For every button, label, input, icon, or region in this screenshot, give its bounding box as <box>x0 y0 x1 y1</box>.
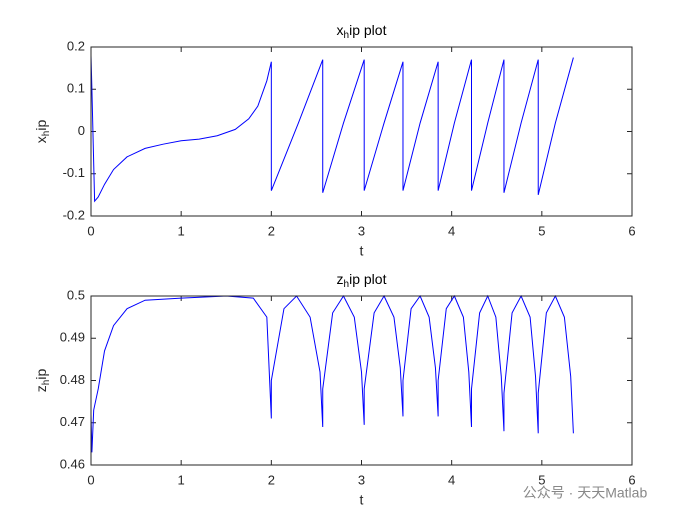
x-tick-label: 3 <box>358 472 365 487</box>
y-tick-label: 0.48 <box>60 372 85 387</box>
x-tick-label: 0 <box>87 472 94 487</box>
x-tick-label: 6 <box>628 472 635 487</box>
y-tick-label: 0.2 <box>67 38 85 53</box>
x-tick-label: 1 <box>178 472 185 487</box>
plot-area <box>91 47 632 216</box>
chart-title: xhip plot <box>337 22 387 41</box>
x-tick-label: 3 <box>358 223 365 238</box>
watermark: 公众号 · 天天Matlab <box>523 485 648 501</box>
y-tick-label: 0.49 <box>60 330 85 345</box>
y-axis-label: zhip <box>33 369 52 393</box>
data-line <box>90 294 574 453</box>
x-tick-label: 6 <box>628 223 635 238</box>
x-axis-label: t <box>360 243 364 259</box>
y-tick-label: 0.1 <box>67 81 85 96</box>
x-tick-label: 0 <box>87 223 94 238</box>
y-tick-label: -0.2 <box>63 207 85 222</box>
y-tick-label: 0.46 <box>60 456 85 471</box>
x-tick-label: 1 <box>178 223 185 238</box>
y-tick-label: 0.5 <box>67 287 85 302</box>
axes-box <box>90 46 633 217</box>
x-tick-label: 2 <box>268 223 275 238</box>
x-tick-label: 4 <box>448 472 455 487</box>
x-tick-label: 5 <box>538 223 545 238</box>
x-tick-label: 5 <box>538 472 545 487</box>
x-tick-label: 4 <box>448 223 455 238</box>
y-tick-label: 0.47 <box>60 414 85 429</box>
x-axis-label: t <box>360 492 364 508</box>
chart-title: zhip plot <box>337 271 387 290</box>
x-tick-label: 2 <box>268 472 275 487</box>
data-line <box>90 55 574 203</box>
y-tick-label: 0 <box>78 123 85 138</box>
y-tick-label: -0.1 <box>63 165 85 180</box>
axes-box <box>90 295 633 466</box>
y-axis-label: xhip <box>33 120 52 144</box>
